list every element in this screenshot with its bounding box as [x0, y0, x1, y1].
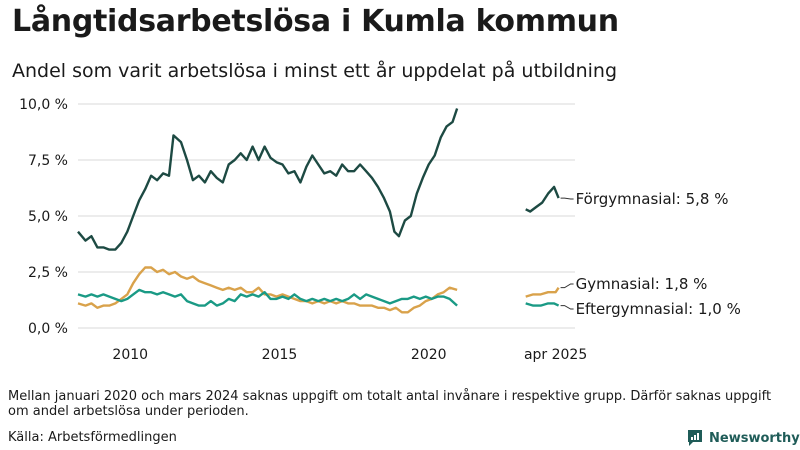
chart-title: Långtidsarbetslösa i Kumla kommun — [12, 4, 619, 39]
series-line-forgymnasial — [77, 108, 459, 251]
series-label-eftergymnasial: Eftergymnasial: 1,0 % — [576, 300, 741, 318]
series-line-eftergymnasial — [77, 288, 458, 307]
footnote: Mellan januari 2020 och mars 2024 saknas… — [8, 389, 772, 419]
y-tick-label: 2,5 % — [28, 265, 68, 281]
x-tick-label: 2015 — [262, 347, 298, 363]
series-label-leader — [560, 283, 574, 289]
gridlines — [78, 103, 575, 329]
series-lines — [77, 108, 560, 314]
series-label-gymnasial: Gymnasial: 1,8 % — [576, 275, 708, 293]
series-line-gymnasial — [525, 287, 560, 298]
brand-name: Newsworthy — [709, 430, 800, 446]
series-label-forgymnasial: Förgymnasial: 5,8 % — [576, 190, 729, 208]
x-axis: 2010 2015 2020 apr 2025 — [112, 347, 587, 363]
y-tick-label: 0,0 % — [28, 321, 68, 337]
x-tick-label: 2010 — [112, 347, 148, 363]
line-chart: 10,0 % 7,5 % 5,0 % 2,5 % 0,0 % 2010 2015 2020 a… — [19, 97, 741, 363]
y-tick-label: 7,5 % — [28, 153, 68, 169]
series-labels: Förgymnasial: 5,8 % Gymnasial: 1,8 % Efter… — [560, 190, 741, 318]
source: Källa: Arbetsförmedlingen — [8, 430, 177, 445]
y-axis: 10,0 % 7,5 % 5,0 % 2,5 % 0,0 % — [19, 97, 68, 337]
x-tick-label: 2020 — [411, 347, 447, 363]
newsworthy-logo: Newsworthy — [686, 429, 800, 447]
x-tick-label: apr 2025 — [524, 347, 587, 363]
chart-subtitle: Andel som varit arbetslösa i minst ett å… — [12, 60, 618, 82]
series-line-gymnasial — [77, 266, 458, 314]
series-label-leader — [560, 305, 574, 310]
series-line-eftergymnasial — [525, 302, 560, 307]
series-label-leader — [560, 197, 574, 200]
series-line-forgymnasial — [525, 185, 560, 213]
newsworthy-logo-icon — [688, 430, 702, 446]
y-tick-label: 5,0 % — [28, 209, 68, 225]
y-tick-label: 10,0 % — [19, 97, 68, 113]
